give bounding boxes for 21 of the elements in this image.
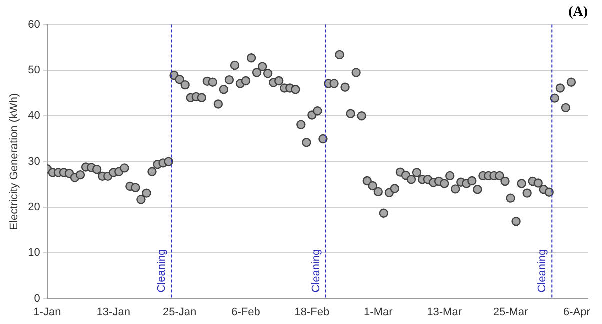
y-tick-label: 20 [28, 202, 40, 214]
y-tick-label: 40 [28, 110, 40, 122]
x-tick-label: 25-Jan [163, 306, 197, 318]
y-axis-title: Electricity Generation (kWh) [8, 93, 21, 230]
x-tick-label: 1-Jan [34, 306, 62, 318]
ref-line-label: Cleaning [310, 249, 323, 293]
y-tick-label: 0 [34, 292, 40, 305]
x-tick-label: 6-Apr [564, 306, 591, 318]
y-tick-label: 30 [28, 156, 40, 168]
y-tick-label: 10 [28, 247, 40, 260]
chart-title: (A) [568, 5, 588, 20]
ref-line-label: Cleaning [156, 249, 168, 293]
y-tick-label: 60 [28, 18, 40, 31]
x-tick-label: 6-Feb [232, 306, 260, 318]
x-tick-label: 13-Jan [96, 306, 130, 318]
x-tick-label: 1-Mar [364, 306, 394, 318]
ref-line-label: Cleaning [536, 249, 549, 293]
x-tick-label: 25-Mar [493, 306, 529, 318]
x-tick-label: 13-Mar [427, 306, 462, 318]
x-tick-label: 18-Feb [294, 306, 330, 318]
y-tick-label: 50 [28, 64, 40, 76]
